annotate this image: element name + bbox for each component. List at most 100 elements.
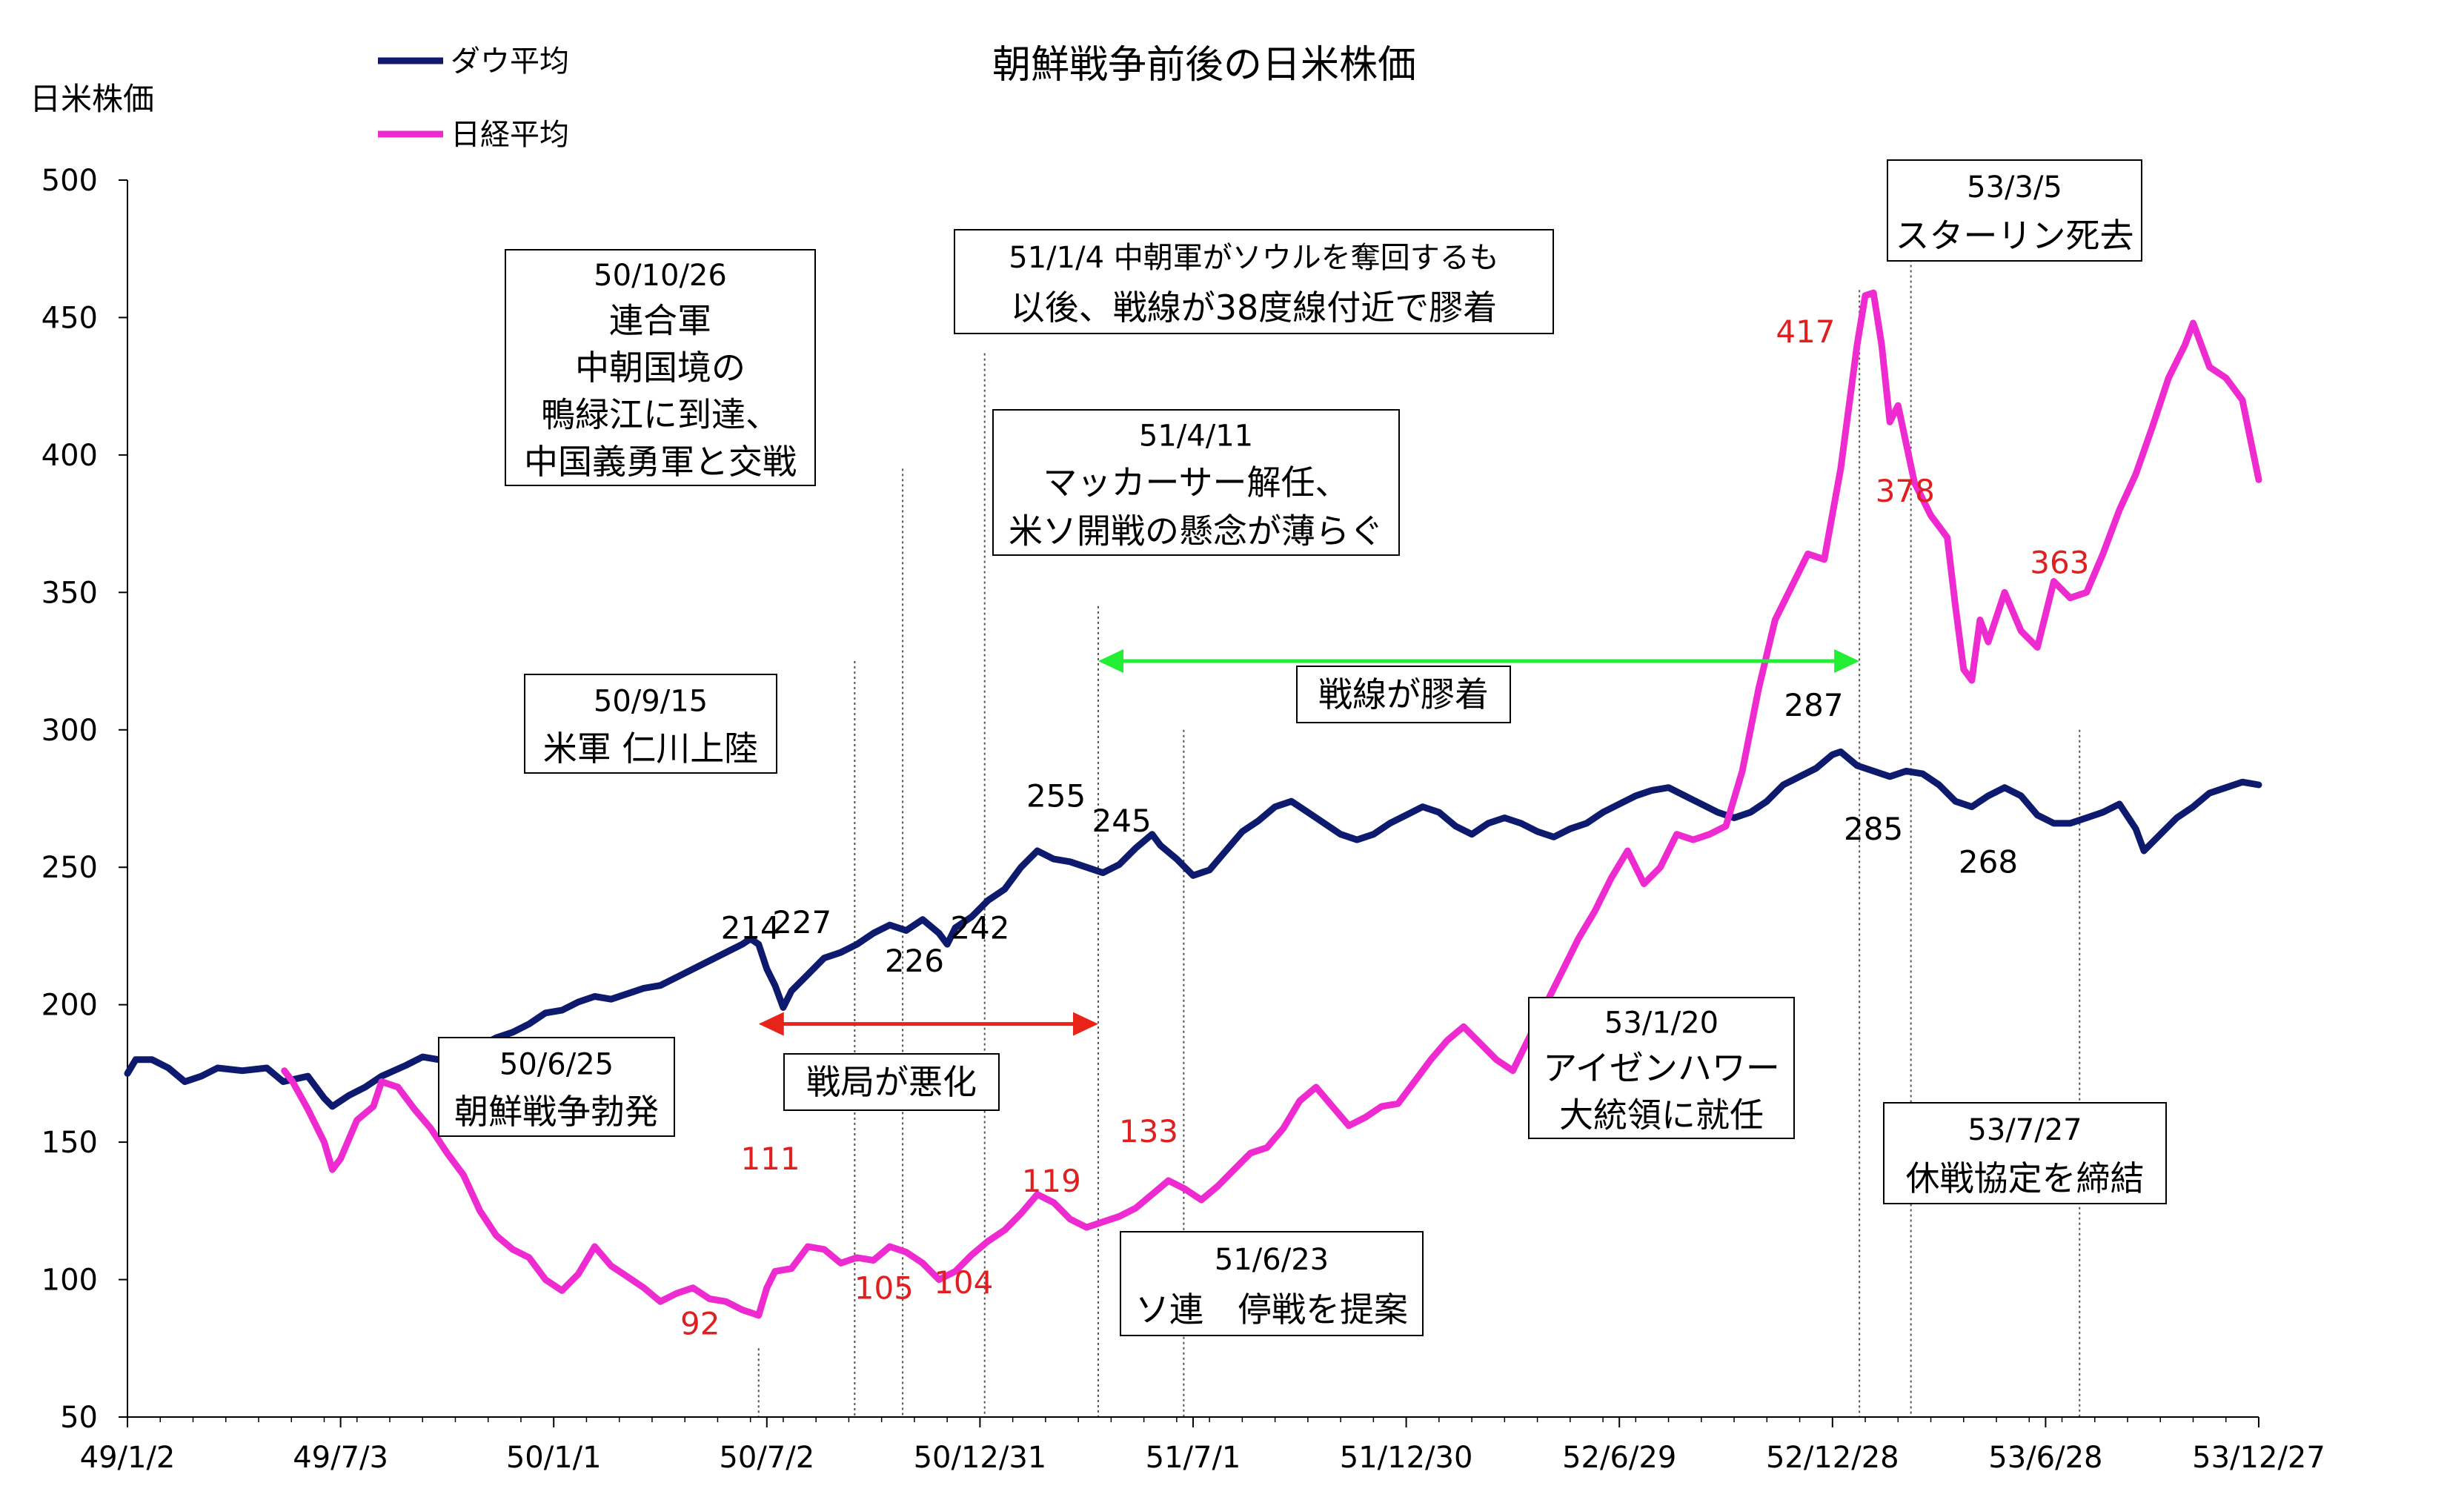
annotation-line: 53/7/27 — [1967, 1113, 2082, 1147]
event-box-macarthur: 51/4/11 マッカーサー解任、米ソ開戦の懸念が薄らぐ — [992, 409, 1400, 556]
y-tick-label: 250 — [41, 851, 98, 885]
annotation-border — [992, 409, 1400, 556]
annotation-border — [505, 249, 816, 486]
nikkei-value-label: 417 — [1776, 313, 1835, 350]
annotation-line: 50/6/25 — [499, 1047, 614, 1081]
x-tick-label: 50/1/1 — [506, 1441, 602, 1475]
annotation-line: 51/1/4 中朝軍がソウルを奪回するも — [1009, 241, 1498, 275]
annotation-line: 51/6/23 — [1215, 1243, 1329, 1277]
annotation-line: マッカーサー解任、 — [1043, 462, 1349, 502]
x-tick-label: 52/12/28 — [1766, 1441, 1899, 1475]
dow-value-label: 285 — [1844, 811, 1903, 847]
stalemate-arrow-head-right — [1834, 649, 1860, 674]
y-tick-label: 150 — [41, 1126, 98, 1160]
event-box-incheon: 50/9/15 米軍 仁川上陸 — [524, 674, 777, 774]
annotation-border — [783, 1053, 1000, 1111]
legend-nikkei-label: 日経平均 — [451, 118, 569, 152]
dow-value-label: 214 — [721, 910, 780, 946]
annotation-border — [1883, 1102, 2167, 1204]
nikkei-value-label: 111 — [740, 1141, 800, 1177]
annotation-border — [1887, 159, 2142, 262]
y-tick-label: 400 — [41, 439, 98, 473]
y-tick-label: 350 — [41, 576, 98, 610]
annotation-line: 50/9/15 — [594, 684, 708, 718]
legend-dow-label: ダウ平均 — [451, 44, 569, 79]
annotation-line: 以後、戦線が38度線付近で膠着 — [1011, 288, 1498, 328]
dow-value-label: 287 — [1784, 687, 1843, 723]
event-box-stalin: 53/3/5 スターリン死去 — [1887, 159, 2142, 262]
dow-value-label: 255 — [1026, 778, 1086, 814]
annotation-line: 休戦協定を締結 — [1906, 1158, 2145, 1198]
arrows-layer — [758, 649, 1860, 1036]
x-tick-label: 49/7/3 — [293, 1441, 388, 1475]
x-tick-label: 49/1/2 — [80, 1441, 176, 1475]
event-box-war-start: 50/6/25 朝鮮戦争勃発 — [438, 1037, 675, 1137]
dow-value-label: 227 — [772, 904, 831, 940]
nikkei-series-line — [281, 289, 2262, 1319]
y-axis-label: 日米株価 — [30, 81, 154, 117]
x-tick-label: 50/7/2 — [719, 1441, 814, 1475]
dow-series-line — [124, 748, 2262, 1110]
annotation-line: 朝鮮戦争勃発 — [454, 1092, 659, 1132]
annotation-layer: 50/6/25 朝鮮戦争勃発 50/9/15 米軍 仁川上陸 50/10/26 連合軍中朝… — [438, 159, 2167, 1336]
y-tick-label: 450 — [41, 301, 98, 335]
legend: ダウ平均 日経平均 — [378, 44, 569, 152]
x-tick-label: 51/12/30 — [1340, 1441, 1473, 1475]
series-layer — [124, 289, 2262, 1319]
annotation-line: 中国義勇軍と交戦 — [524, 442, 797, 482]
worsening-arrow-head-left — [758, 1012, 784, 1036]
annotation-border — [954, 229, 1554, 334]
annotation-line: 中朝国境の — [575, 348, 745, 388]
x-tick-label: 51/7/1 — [1146, 1441, 1241, 1475]
annotation-line: 50/10/26 — [594, 259, 727, 293]
nikkei-value-label: 133 — [1119, 1113, 1178, 1149]
label-box-stalemate: 戦線が膠着 — [1296, 666, 1511, 723]
chart-title: 朝鮮戦争前後の日米株価 — [992, 43, 1416, 87]
annotation-border — [1296, 666, 1511, 723]
y-tick-label: 500 — [41, 164, 98, 198]
x-tick-label: 53/6/28 — [1988, 1441, 2102, 1475]
dow-value-label: 242 — [950, 910, 1009, 946]
annotation-line: 53/1/20 — [1604, 1006, 1719, 1041]
annotation-line: 米軍 仁川上陸 — [543, 729, 759, 769]
annotation-line: 米ソ開戦の懸念が薄らぐ — [1009, 511, 1384, 551]
annotation-line: 連合軍 — [609, 300, 711, 340]
annotation-line: 51/4/11 — [1139, 419, 1253, 454]
stalemate-arrow-head-left — [1098, 649, 1124, 674]
annotation-line: 大統領に就任 — [1559, 1095, 1764, 1135]
dow-value-label: 226 — [885, 943, 944, 979]
annotation-line: 53/3/5 — [1967, 170, 2062, 205]
nikkei-value-label: 119 — [1022, 1163, 1081, 1199]
nikkei-value-label: 105 — [854, 1270, 914, 1307]
y-tick-label: 200 — [41, 989, 98, 1023]
annotation-line: 戦線が膠着 — [1318, 674, 1489, 714]
annotation-line: 戦局が悪化 — [806, 1062, 977, 1102]
dow-value-label: 268 — [1959, 844, 2018, 880]
nikkei-value-label: 104 — [934, 1264, 993, 1301]
annotation-border — [1120, 1231, 1424, 1336]
x-tick-label: 53/12/27 — [2192, 1441, 2325, 1475]
event-box-ussr-ceasefire: 51/6/23 ソ連 停戦を提案 — [1120, 1231, 1424, 1336]
nikkei-value-label: 92 — [680, 1306, 720, 1342]
label-box-worsening: 戦局が悪化 — [783, 1053, 1000, 1111]
worsening-arrow-head-right — [1073, 1012, 1099, 1036]
annotation-border — [438, 1037, 675, 1137]
y-tick-label: 300 — [41, 714, 98, 748]
x-tick-label: 50/12/31 — [914, 1441, 1047, 1475]
dow-value-label: 245 — [1092, 803, 1152, 839]
annotation-line: スターリン死去 — [1896, 216, 2134, 256]
annotation-border — [1528, 997, 1795, 1139]
x-tick-label: 52/6/29 — [1562, 1441, 1676, 1475]
annotation-border — [524, 674, 777, 774]
axes: 50 100 150 200 250 300 350 400 450 500 49/1/2 49/7/… — [41, 164, 2325, 1475]
annotation-line: ソ連 停戦を提案 — [1135, 1290, 1408, 1330]
y-tick-label: 50 — [60, 1401, 98, 1435]
annotation-line: アイゼンハワー — [1543, 1048, 1780, 1088]
nikkei-value-label: 378 — [1876, 473, 1935, 509]
